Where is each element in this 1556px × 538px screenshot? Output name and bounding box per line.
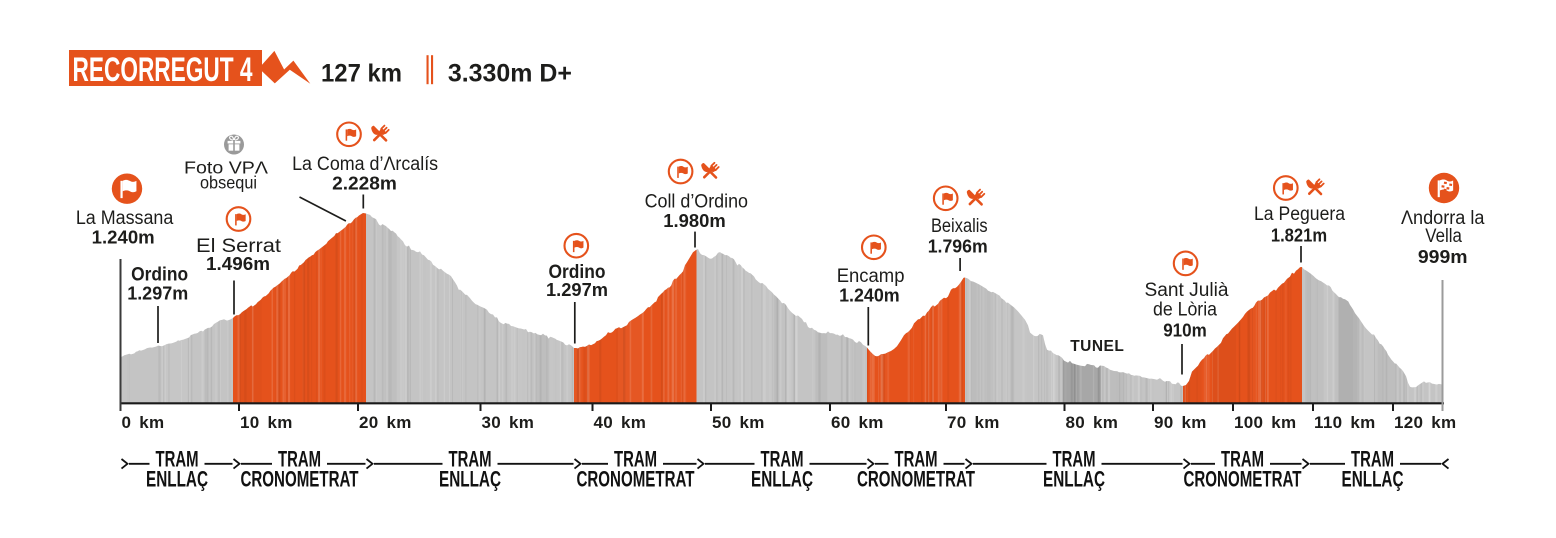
svg-text:ENLLAÇ: ENLLAÇ [751, 467, 813, 492]
svg-text:910m: 910m [1163, 320, 1207, 341]
svg-text:TRAM: TRAM [1351, 447, 1394, 472]
svg-text:ENLLAÇ: ENLLAÇ [1043, 467, 1105, 492]
svg-text:TRAM: TRAM [895, 447, 938, 472]
svg-text:999m: 999m [1418, 246, 1468, 267]
svg-text:RECORREGUT 4: RECORREGUT 4 [73, 51, 253, 89]
svg-text:Beixalis: Beixalis [931, 216, 988, 237]
svg-text:110 km: 110 km [1314, 413, 1376, 432]
svg-text:ENLLAÇ: ENLLAÇ [1342, 467, 1404, 492]
svg-text:60 km: 60 km [831, 413, 884, 432]
svg-text:ENLLAÇ: ENLLAÇ [146, 467, 208, 492]
svg-text:La Peguera: La Peguera [1254, 204, 1345, 225]
svg-text:0 km: 0 km [122, 413, 165, 432]
svg-text:de Lòria: de Lòria [1153, 300, 1217, 321]
svg-text:ENLLAÇ: ENLLAÇ [439, 467, 501, 492]
svg-text:Ordino: Ordino [549, 262, 606, 283]
svg-text:Vella: Vella [1425, 226, 1462, 247]
svg-text:50 km: 50 km [712, 413, 765, 432]
svg-text:TRAM: TRAM [1053, 447, 1096, 472]
svg-text:2.228m: 2.228m [332, 172, 397, 193]
svg-text:1.980m: 1.980m [663, 210, 725, 231]
svg-text:80 km: 80 km [1066, 413, 1119, 432]
svg-text:Ordino: Ordino [131, 265, 188, 286]
svg-text:TRAM: TRAM [1221, 447, 1264, 472]
svg-text:Foto VPΛ: Foto VPΛ [184, 158, 268, 178]
svg-text:70 km: 70 km [947, 413, 1000, 432]
svg-text:CRONOMETRAT: CRONOMETRAT [1184, 467, 1302, 492]
svg-text:100 km: 100 km [1234, 413, 1296, 432]
svg-text:127 km: 127 km [321, 59, 402, 87]
svg-text:CRONOMETRAT: CRONOMETRAT [241, 467, 359, 492]
svg-text:CRONOMETRAT: CRONOMETRAT [577, 467, 695, 492]
svg-text:obsequi: obsequi [200, 173, 257, 193]
svg-text:TUNEL: TUNEL [1070, 338, 1124, 355]
svg-text:1.496m: 1.496m [206, 253, 270, 274]
svg-text:El Serrat: El Serrat [196, 236, 282, 257]
svg-text:CRONOMETRAT: CRONOMETRAT [857, 467, 975, 492]
svg-text:La Coma d’Λrcalís: La Coma d’Λrcalís [292, 154, 438, 175]
svg-text:20 km: 20 km [359, 413, 412, 432]
svg-text:TRAM: TRAM [156, 447, 199, 472]
svg-text:120 km: 120 km [1394, 413, 1456, 432]
svg-text:1.821m: 1.821m [1271, 224, 1327, 245]
svg-text:90 km: 90 km [1154, 413, 1207, 432]
svg-text:1.240m: 1.240m [92, 226, 155, 247]
svg-text:1.297m: 1.297m [546, 279, 608, 300]
svg-text:TRAM: TRAM [278, 447, 321, 472]
svg-text:La Massana: La Massana [76, 208, 174, 229]
svg-text:30 km: 30 km [482, 413, 535, 432]
svg-text:Λndorra la: Λndorra la [1401, 208, 1485, 229]
svg-text:TRAM: TRAM [614, 447, 657, 472]
svg-text:TRAM: TRAM [449, 447, 492, 472]
svg-text:10 km: 10 km [240, 413, 293, 432]
svg-text:40 km: 40 km [594, 413, 647, 432]
svg-text:1.796m: 1.796m [928, 235, 988, 256]
svg-text:1.240m: 1.240m [839, 285, 900, 306]
svg-text:TRAM: TRAM [761, 447, 804, 472]
svg-text:3.330m D+: 3.330m D+ [448, 59, 572, 87]
svg-text:Sant Julià: Sant Julià [1145, 280, 1229, 301]
svg-text:1.297m: 1.297m [127, 283, 188, 304]
svg-text:Encamp: Encamp [837, 266, 905, 287]
svg-text:Coll d’Ordino: Coll d’Ordino [645, 192, 748, 213]
